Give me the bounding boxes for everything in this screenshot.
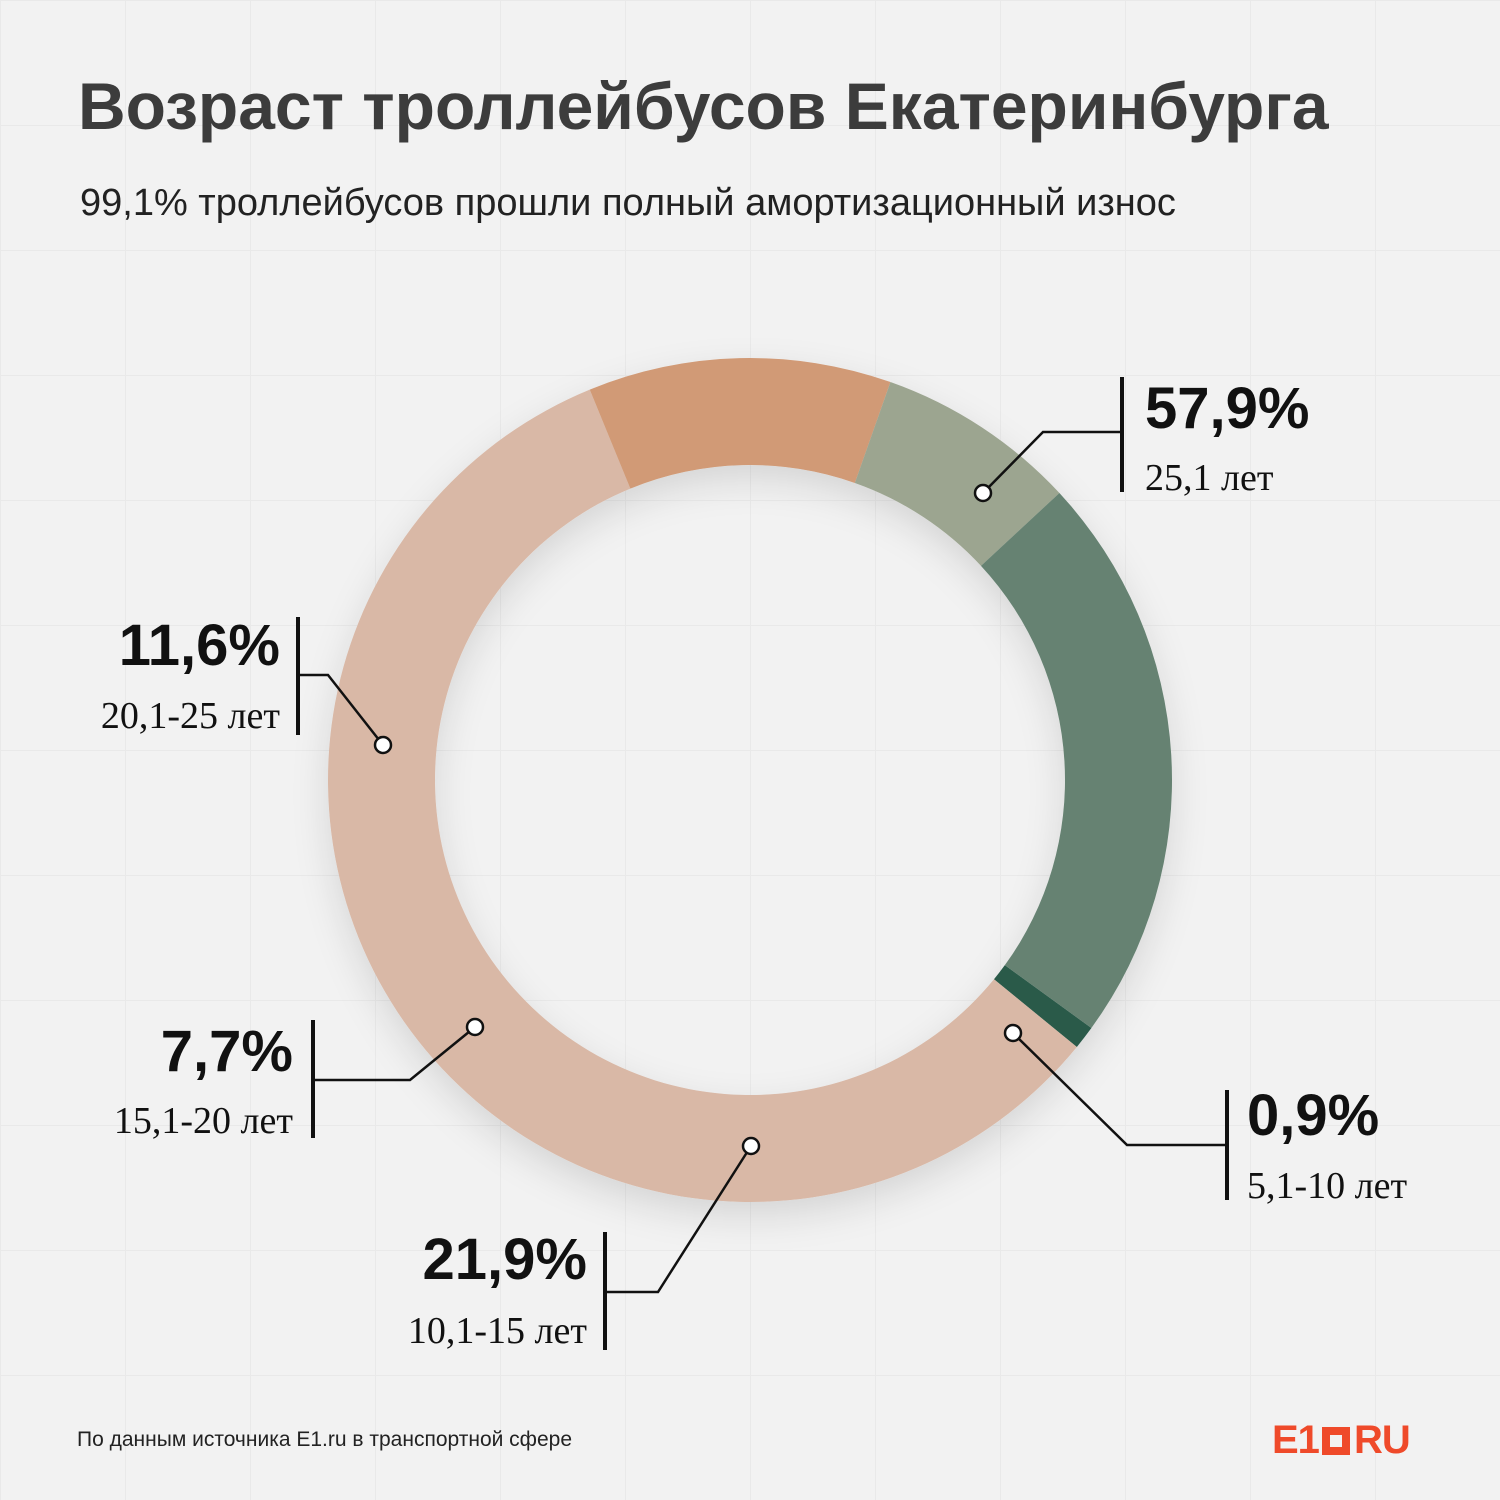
leader-line-3 [313,1026,476,1082]
leader-line-0 [1012,1032,1227,1147]
donut-slice-3 [854,382,1060,566]
percent-label-4: 21,9% [423,1227,587,1292]
percent-label-1: 57,9% [1145,376,1309,441]
donut-slice-0 [993,965,1092,1047]
marker-dot-2 [373,735,393,755]
range-label-1: 25,1 лет [1145,457,1274,499]
percent-label-2: 11,6% [119,613,280,678]
logo-e1-text: E1 [1272,1418,1320,1462]
marker-dot-0 [1003,1023,1023,1043]
percent-label-3: 7,7% [161,1019,293,1084]
leader-line-2 [298,673,384,746]
marker-dot-1 [973,483,993,503]
range-label-3: 15,1-20 лет [114,1100,293,1142]
logo-square-icon [1321,1426,1350,1455]
donut-slice-4 [980,493,1173,1029]
leader-line-1 [982,430,1122,494]
range-label-2: 20,1-25 лет [101,695,280,737]
source-note: По данным источника E1.ru в транспортной… [77,1428,572,1451]
percent-label-0: 0,9% [1247,1083,1379,1148]
range-label-0: 5,1-10 лет [1247,1165,1407,1207]
page-title: Возраст троллейбусов Екатеринбурга [78,69,1329,143]
range-label-4: 10,1-15 лет [408,1310,587,1352]
page-subtitle: 99,1% троллейбусов прошли полный амортиз… [80,182,1176,224]
leader-line-4 [605,1145,753,1294]
donut-slice-1 [328,389,1077,1202]
donut-slice-2 [589,358,891,489]
e1-logo[interactable]: E1 RU [1272,1418,1411,1463]
marker-dot-4 [741,1136,761,1156]
logo-ru-text: RU [1353,1418,1411,1462]
marker-dot-3 [465,1017,485,1037]
